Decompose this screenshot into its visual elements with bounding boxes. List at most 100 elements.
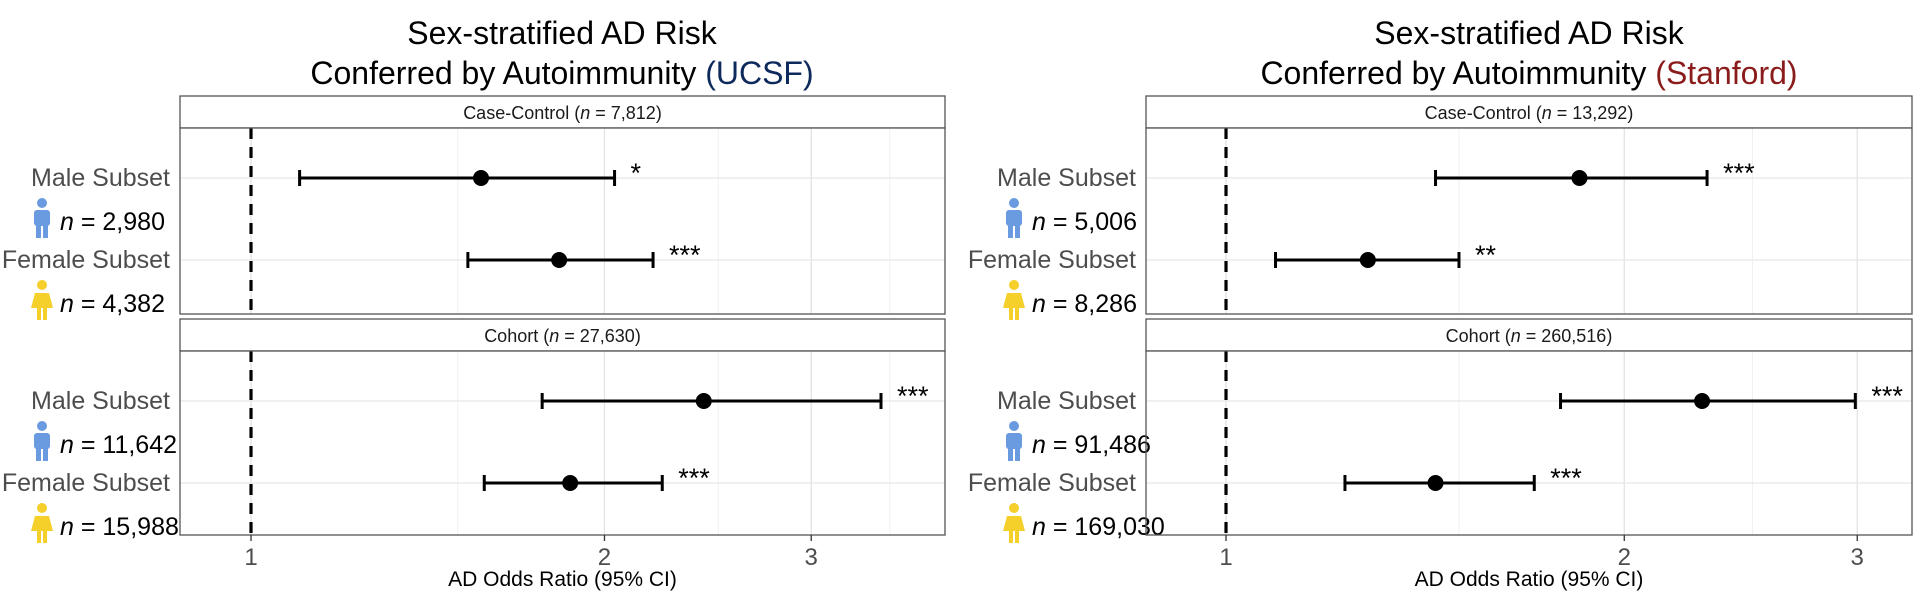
row-label: Female Subset (2, 469, 170, 497)
facet-name: Case-Control (463, 103, 569, 123)
facet-paren-close: ) (635, 326, 641, 346)
chart-title-line2: Conferred by Autoimmunity (UCSF) (310, 55, 813, 91)
facet-strip (1145, 318, 1913, 352)
facet-n-symbol: n (580, 103, 590, 123)
facet-eq: = (1521, 326, 1542, 346)
facet-panel-border (1145, 350, 1913, 536)
odds-ratio-point (1427, 475, 1444, 491)
female-person-icon-head (1009, 503, 1019, 513)
x-tick-label: 3 (805, 544, 818, 571)
facet-name: Cohort (1446, 326, 1500, 346)
male-person-icon-torso (1006, 210, 1022, 226)
male-person-icon-leg-right (1015, 224, 1020, 238)
facet-panel-border (1145, 127, 1913, 315)
female-subset-row: *** Female Subset n = 15,988 (2, 463, 710, 543)
n-symbol: n (1032, 290, 1046, 318)
female-person-icon-dress (1003, 516, 1025, 531)
n-symbol: n (1032, 208, 1046, 236)
female-subset-row: ** Female Subset n = 8,286 (968, 240, 1497, 320)
odds-ratio-point (695, 393, 712, 409)
n-value: 91,486 (1074, 431, 1150, 459)
odds-ratio-point (1359, 252, 1376, 268)
female-person-icon (1003, 503, 1025, 543)
facet-n-value: 13,292 (1572, 103, 1627, 123)
n-eq: = (1046, 513, 1075, 541)
row-sample-size: n = 169,030 (1032, 513, 1165, 541)
facet-n-symbol: n (1511, 326, 1521, 346)
row-sample-size: n = 15,988 (60, 513, 179, 541)
n-symbol: n (60, 513, 74, 541)
row-sample-size: n = 4,382 (60, 290, 165, 318)
female-person-icon-leg-left (1009, 530, 1013, 543)
chart-title-main: Conferred by Autoimmunity (310, 55, 696, 91)
male-person-icon-torso (1006, 433, 1022, 449)
female-person-icon-dress (31, 293, 53, 308)
n-eq: = (1046, 290, 1075, 318)
female-person-icon (31, 280, 53, 320)
row-label: Female Subset (968, 246, 1136, 274)
female-person-icon (1003, 280, 1025, 320)
x-tick-label: 1 (1219, 544, 1232, 571)
facet-paren-open: ( (538, 326, 549, 346)
male-person-icon-leg-left (1008, 447, 1013, 461)
facet-name: Case-Control (1425, 103, 1531, 123)
chart-title-space (696, 55, 705, 91)
row-sample-size: n = 5,006 (1032, 208, 1137, 236)
significance-marker: *** (1871, 381, 1903, 411)
facet-strip-label: Case-Control (n = 7,812) (463, 103, 662, 123)
n-value: 4,382 (102, 290, 165, 318)
n-value: 15,988 (102, 513, 178, 541)
row-label: Male Subset (31, 164, 170, 192)
row-label: Female Subset (968, 469, 1136, 497)
female-person-icon-head (37, 503, 47, 513)
male-person-icon-torso (34, 210, 50, 226)
n-value: 5,006 (1074, 208, 1137, 236)
female-person-icon-leg-right (43, 530, 47, 543)
n-value: 11,642 (102, 431, 177, 459)
female-subset-row: *** Female Subset n = 4,382 (2, 240, 701, 320)
male-person-icon-head (1009, 421, 1019, 431)
chart-title-line1: Sex-stratified AD Risk (1374, 15, 1684, 51)
male-person-icon-head (1009, 198, 1019, 208)
forest-plot-ucsf: Sex-stratified AD Risk Conferred by Autoi… (2, 15, 946, 591)
n-symbol: n (60, 431, 74, 459)
row-label: Male Subset (31, 387, 170, 415)
facet-strip (179, 95, 946, 129)
female-person-icon-head (37, 280, 47, 290)
female-person-icon-head (1009, 280, 1019, 290)
row-sample-size: n = 91,486 (1032, 431, 1151, 459)
n-symbol: n (1032, 513, 1046, 541)
significance-marker: ** (1475, 240, 1497, 270)
n-eq: = (1046, 208, 1075, 236)
male-subset-row: *** Male Subset n = 11,642 (31, 381, 929, 461)
odds-ratio-point (551, 252, 568, 268)
female-person-icon-leg-right (1015, 530, 1019, 543)
facet-case-control: Case-Control (n = 13,292)***Male Subsetn… (968, 95, 1913, 320)
female-person-icon-dress (1003, 293, 1025, 308)
male-person-icon (34, 421, 50, 461)
female-subset-row: *** Female Subset n = 169,030 (968, 463, 1582, 543)
n-value: 169,030 (1074, 513, 1164, 541)
odds-ratio-point (1694, 393, 1711, 409)
female-person-icon-leg-right (1015, 307, 1019, 320)
male-subset-row: * Male Subset n = 2,980 (31, 158, 642, 238)
n-value: 2,980 (102, 208, 165, 236)
male-person-icon (1006, 198, 1022, 238)
facet-eq: = (1552, 103, 1573, 123)
male-person-icon-leg-left (36, 224, 41, 238)
female-person-icon-leg-left (37, 530, 41, 543)
facet-n-value: 27,630 (580, 326, 635, 346)
female-person-icon (31, 503, 53, 543)
female-person-icon-dress (31, 516, 53, 531)
x-tick-label: 2 (598, 544, 611, 571)
male-subset-row: *** Male Subset n = 91,486 (997, 381, 1903, 461)
facet-panel (1146, 351, 1912, 535)
row-sample-size: n = 2,980 (60, 208, 165, 236)
male-person-icon-leg-right (43, 224, 48, 238)
x-tick-label: 3 (1851, 544, 1864, 571)
facet-strip-label: Cohort (n = 260,516) (1446, 326, 1613, 346)
facet-panel (180, 351, 945, 535)
x-tick-label: 1 (244, 544, 257, 571)
significance-marker: * (631, 158, 642, 188)
x-tick-label: 2 (1618, 544, 1631, 571)
